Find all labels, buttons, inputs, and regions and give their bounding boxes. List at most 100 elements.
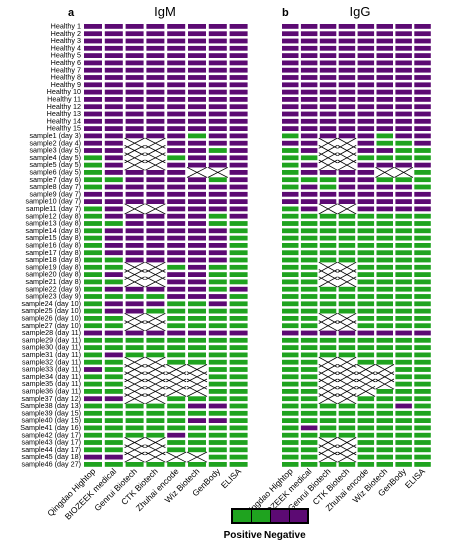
cell-positive bbox=[357, 418, 375, 423]
cell-negative bbox=[319, 170, 337, 175]
cell-positive bbox=[282, 374, 299, 380]
cell-negative bbox=[146, 45, 165, 51]
cell-negative bbox=[229, 82, 248, 88]
cell-negative bbox=[229, 75, 248, 80]
cell-positive bbox=[282, 221, 299, 226]
cell-positive bbox=[300, 367, 318, 372]
cell-negative bbox=[208, 191, 227, 197]
cell-positive bbox=[208, 286, 227, 292]
cell-positive bbox=[208, 316, 227, 321]
panel-a-cells bbox=[83, 23, 249, 468]
cell-positive bbox=[414, 316, 431, 321]
cell-positive bbox=[282, 170, 299, 175]
cell-positive bbox=[376, 462, 393, 467]
cell-negative bbox=[376, 53, 393, 58]
cell-negative bbox=[229, 184, 248, 190]
cell-negative bbox=[229, 170, 248, 175]
not-tested-cross bbox=[337, 261, 357, 273]
cell-negative bbox=[104, 184, 123, 190]
cell-negative bbox=[188, 235, 206, 241]
cell-negative bbox=[104, 228, 123, 234]
cell-negative bbox=[188, 140, 206, 146]
cell-positive bbox=[300, 235, 318, 241]
cell-negative bbox=[146, 24, 165, 29]
cell-positive bbox=[395, 396, 412, 402]
not-tested-cross bbox=[337, 437, 357, 448]
cell-positive bbox=[395, 381, 412, 387]
cell-positive bbox=[414, 228, 431, 234]
cell-negative bbox=[167, 89, 186, 95]
cell-negative bbox=[188, 148, 206, 153]
cell-negative bbox=[208, 301, 227, 307]
cell-positive bbox=[282, 155, 299, 161]
cell-positive bbox=[376, 301, 393, 307]
cell-positive bbox=[376, 396, 393, 402]
cell-positive bbox=[376, 250, 393, 256]
not-tested-cross bbox=[318, 261, 338, 273]
cell-positive bbox=[229, 389, 248, 394]
cell-negative bbox=[104, 213, 123, 219]
cell-positive bbox=[229, 279, 248, 285]
cell-negative bbox=[208, 140, 227, 146]
cell-negative bbox=[188, 24, 206, 29]
cell-negative bbox=[104, 162, 123, 168]
cell-positive bbox=[229, 257, 248, 263]
cell-negative bbox=[104, 140, 123, 146]
cell-positive bbox=[376, 155, 393, 161]
cell-negative bbox=[357, 184, 375, 190]
cell-positive bbox=[84, 243, 102, 248]
cell-positive bbox=[125, 345, 144, 350]
cell-negative bbox=[229, 45, 248, 51]
cell-positive bbox=[395, 425, 412, 431]
not-tested-cross bbox=[337, 320, 357, 332]
cell-positive bbox=[84, 447, 102, 453]
cell-negative bbox=[188, 330, 206, 336]
cell-positive bbox=[167, 403, 186, 409]
cell-negative bbox=[104, 89, 123, 95]
row-label: sample32 (day 11) bbox=[22, 357, 81, 366]
not-tested-cross bbox=[318, 444, 338, 456]
cell-positive bbox=[395, 243, 412, 248]
cell-positive bbox=[414, 257, 431, 263]
cell-positive bbox=[376, 425, 393, 431]
cell-negative bbox=[146, 67, 165, 73]
cell-negative bbox=[357, 53, 375, 58]
cell-positive bbox=[282, 228, 299, 234]
cell-positive bbox=[208, 272, 227, 277]
cell-negative bbox=[319, 60, 337, 66]
cell-positive bbox=[357, 337, 375, 343]
cell-positive bbox=[84, 432, 102, 438]
cell-negative bbox=[167, 228, 186, 234]
cell-positive bbox=[395, 410, 412, 416]
cell-negative bbox=[104, 301, 123, 307]
cell-negative bbox=[395, 89, 412, 95]
row-label: sample30 (day 11) bbox=[22, 343, 81, 352]
cell-negative bbox=[338, 118, 356, 124]
not-tested-cross bbox=[356, 385, 376, 397]
cell-negative bbox=[188, 279, 206, 285]
cell-negative bbox=[167, 206, 186, 212]
cell-positive bbox=[282, 264, 299, 270]
not-tested-cross bbox=[318, 269, 338, 281]
cell-positive bbox=[357, 228, 375, 234]
cell-negative bbox=[167, 191, 186, 197]
cell-positive bbox=[395, 286, 412, 292]
cell-negative bbox=[229, 97, 248, 102]
cell-negative bbox=[376, 118, 393, 124]
row-label: sample33 (day 11) bbox=[22, 365, 81, 374]
cell-positive bbox=[300, 228, 318, 234]
not-tested-cross bbox=[124, 312, 145, 324]
cell-negative bbox=[104, 330, 123, 336]
cell-positive bbox=[300, 381, 318, 387]
cell-positive bbox=[357, 462, 375, 467]
not-tested-cross bbox=[318, 371, 338, 383]
cell-positive bbox=[167, 425, 186, 431]
not-tested-cross bbox=[186, 385, 208, 397]
not-tested-cross bbox=[318, 364, 338, 375]
cell-positive bbox=[125, 432, 144, 438]
cell-negative bbox=[282, 38, 299, 44]
cell-positive bbox=[188, 432, 206, 438]
cell-positive bbox=[338, 337, 356, 343]
not-tested-cross bbox=[356, 371, 376, 383]
